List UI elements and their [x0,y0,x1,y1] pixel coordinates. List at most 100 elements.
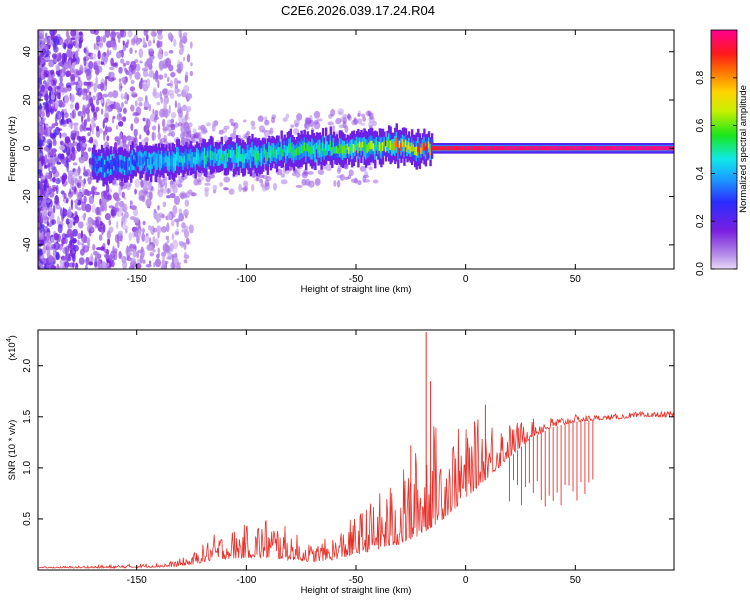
heatmap-noise-cell [40,84,46,93]
heatmap-noise-cell [133,128,138,137]
heatmap-noise-cell [149,251,154,257]
colorbar-tick-label: 0.8 [695,70,706,84]
heatmap-noise-cell [54,99,59,110]
heatmap-noise-cell [129,243,135,249]
heatmap-noise-cell [67,243,73,249]
heatmap-noise-cell [60,85,66,95]
heatmap-noise-cell [83,56,87,67]
heatmap-noise-cell [50,93,56,101]
snr-y-label: 1.5 [22,409,33,423]
heatmap-noise-cell [74,102,80,111]
heatmap-noise-cell [185,191,191,198]
heatmap-noise-cell [183,209,189,217]
heatmap-noise-cell [44,56,51,61]
heatmap-noise-cell [170,118,175,124]
heatmap-noise-cell [100,36,103,42]
spectrogram-x-label: -100 [236,274,256,285]
heatmap-noise-cell [176,93,182,97]
heatmap-noise-cell [71,146,76,153]
heatmap-ridge-core [334,146,337,154]
heatmap-ridge-core [469,146,472,151]
heatmap-noise-cell [97,261,103,269]
heatmap-noise-cell [55,178,61,184]
heatmap-noise-cell [357,118,363,125]
heatmap-noise-cell [51,100,55,108]
heatmap-noise-cell [347,174,352,180]
heatmap-noise-cell [158,212,164,218]
colorbar-label: Normalized spectral amplitude [738,85,749,213]
heatmap-ridge-core [470,146,474,151]
heatmap-noise-cell [124,100,129,105]
heatmap-ridge-core [311,144,314,154]
heatmap-ridge-core [420,147,423,154]
heatmap-noise-cell [258,174,265,179]
heatmap-ridge-core [582,146,586,151]
heatmap-noise-cell [83,81,88,86]
heatmap-noise-cell [62,101,66,108]
heatmap-noise-cell [104,78,108,86]
heatmap-noise-cell [190,41,193,49]
heatmap-noise-cell [129,47,133,55]
snr-x-label: 50 [570,575,582,586]
heatmap-ridge-core [318,144,322,153]
heatmap-noise-cell [130,79,135,85]
heatmap-ridge-core [113,158,116,166]
heatmap-noise-cell [85,107,91,115]
heatmap-noise-cell [154,238,159,247]
heatmap-ridge-core [371,140,374,150]
heatmap-ridge-core [513,146,517,151]
heatmap-noise-cell [72,228,78,237]
heatmap-noise-cell [176,80,181,84]
heatmap-ridge-core [335,145,339,154]
heatmap-noise-cell [56,128,63,132]
heatmap-noise-cell [180,191,186,196]
heatmap-noise-cell [368,121,373,128]
heatmap-ridge-core [354,144,357,152]
heatmap-ridge-core [538,146,541,151]
heatmap-ridge-core [232,155,236,164]
heatmap-noise-cell [102,224,106,233]
heatmap-noise-cell [241,187,248,191]
heatmap-noise-cell [48,254,54,263]
heatmap-ridge-core [219,153,222,161]
heatmap-ridge-core [188,154,191,161]
heatmap-noise-cell [285,113,290,119]
heatmap-ridge-core [203,153,207,163]
heatmap-noise-cell [93,250,98,256]
heatmap-noise-cell [148,190,153,201]
heatmap-ridge-core [179,155,182,163]
heatmap-noise-cell [41,118,45,123]
heatmap-ridge-core [412,144,415,152]
heatmap-noise-cell [52,204,56,214]
heatmap-ridge-core [639,146,643,151]
heatmap-ridge-core [401,139,405,147]
heatmap-ridge-core [131,155,134,165]
heatmap-noise-cell [110,31,117,39]
heatmap-ridge-core [569,146,572,151]
snr-x-label: -50 [349,575,364,586]
heatmap-noise-cell [360,122,366,126]
heatmap-noise-cell [83,178,87,185]
heatmap-ridge-core [297,146,300,156]
heatmap-ridge-core [651,146,655,151]
heatmap-ridge-core [228,149,231,158]
heatmap-ridge-core [409,146,412,153]
heatmap-noise-cell [48,61,54,68]
heatmap-ridge-core [546,146,549,151]
heatmap-ridge-core [624,146,627,151]
heatmap-noise-cell [56,263,60,269]
spectrogram-y-label: -40 [22,237,33,252]
heatmap-noise-cell [77,179,84,183]
heatmap-ridge-core [576,146,580,151]
heatmap-noise-cell [156,225,162,234]
heatmap-noise-cell [72,244,79,252]
heatmap-ridge-core [498,146,501,151]
heatmap-noise-cell [108,254,113,262]
heatmap-noise-cell [43,122,46,130]
heatmap-noise-cell [127,140,133,146]
heatmap-noise-cell [47,142,53,149]
heatmap-ridge-core [275,149,279,159]
heatmap-ridge-core [659,146,663,151]
spectrogram-x-label: 50 [570,274,582,285]
heatmap-ridge-core [460,146,463,151]
